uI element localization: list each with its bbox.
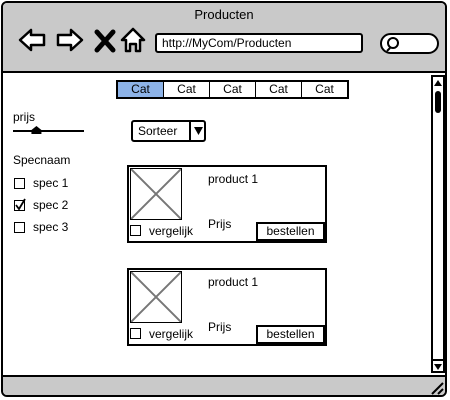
compare-checkbox[interactable] xyxy=(130,225,141,236)
sort-label: Sorteer xyxy=(138,124,178,138)
price-filter-label: prijs xyxy=(13,110,36,124)
scroll-divider xyxy=(431,359,445,361)
window-title: Producten xyxy=(194,7,254,22)
compare-label: vergelijk xyxy=(149,224,194,238)
forward-arrow-icon[interactable] xyxy=(55,25,85,55)
sort-dropdown[interactable]: Sorteer xyxy=(131,120,206,142)
search-icon xyxy=(386,37,399,52)
spec-label: spec 1 xyxy=(33,176,69,190)
order-button[interactable]: bestellen xyxy=(256,325,326,345)
tab-category[interactable]: Cat xyxy=(255,82,301,97)
title-bar: Producten http://MyCom/Producten xyxy=(3,3,445,73)
product-name[interactable]: product 1 xyxy=(208,275,259,289)
scroll-down-icon[interactable] xyxy=(433,362,443,372)
checkmark-icon xyxy=(15,198,26,211)
back-arrow-icon[interactable] xyxy=(17,25,47,55)
spec-label: spec 3 xyxy=(33,220,69,234)
product-card: product 1 Prijs vergelijk bestellen xyxy=(127,268,327,346)
category-tabs: Cat Cat Cat Cat Cat xyxy=(116,80,349,99)
slider-thumb[interactable] xyxy=(31,126,42,134)
spec-label: spec 2 xyxy=(33,198,69,212)
compare-checkbox[interactable] xyxy=(130,328,141,339)
status-bar xyxy=(3,375,445,396)
product-price: Prijs xyxy=(208,217,232,231)
chevron-down-icon xyxy=(194,127,203,135)
tab-category[interactable]: Cat xyxy=(209,82,255,97)
product-name[interactable]: product 1 xyxy=(208,172,259,186)
dropdown-arrow-button[interactable] xyxy=(189,120,206,142)
price-slider[interactable] xyxy=(12,125,86,137)
spec-checkbox-checked[interactable] xyxy=(14,198,26,211)
scroll-thumb[interactable] xyxy=(435,91,441,113)
search-field[interactable] xyxy=(380,33,439,54)
product-image-placeholder xyxy=(130,168,182,220)
scroll-up-icon[interactable] xyxy=(433,78,443,88)
tab-category[interactable]: Cat xyxy=(301,82,347,97)
product-card: product 1 Prijs vergelijk bestellen xyxy=(127,165,327,243)
product-price: Prijs xyxy=(208,320,232,334)
tab-category[interactable]: Cat xyxy=(163,82,209,97)
resize-grip-icon[interactable] xyxy=(429,380,445,396)
home-icon[interactable] xyxy=(118,25,148,55)
spec-checkbox[interactable] xyxy=(14,178,25,189)
compare-label: vergelijk xyxy=(149,327,194,341)
close-x-icon[interactable] xyxy=(91,25,121,55)
page-content: Cat Cat Cat Cat Cat prijs Specnaam spec … xyxy=(3,73,429,373)
order-button[interactable]: bestellen xyxy=(256,222,326,242)
vertical-scrollbar[interactable] xyxy=(431,75,445,373)
spec-checkbox[interactable] xyxy=(14,222,25,233)
product-image-placeholder xyxy=(130,271,182,323)
tab-category[interactable]: Cat xyxy=(118,82,163,97)
spec-group-title: Specnaam xyxy=(13,153,71,167)
url-field[interactable]: http://MyCom/Producten xyxy=(155,33,363,53)
